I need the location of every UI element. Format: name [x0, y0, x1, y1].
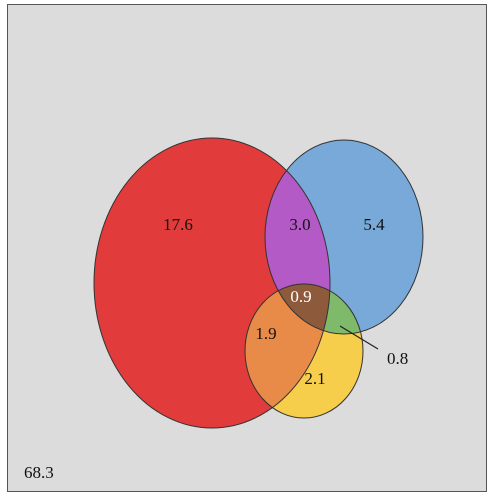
outline-blue [264, 139, 424, 335]
label-red-yellow: 1.9 [255, 324, 276, 343]
label-outside: 68.3 [24, 463, 54, 482]
venn-diagram: 17.6 3.0 5.4 0.9 1.9 2.1 0.8 [93, 137, 424, 429]
label-blue-only: 5.4 [363, 215, 385, 234]
label-red-only: 17.6 [163, 215, 193, 234]
venn-diagram-frame: 17.6 3.0 5.4 0.9 1.9 2.1 0.8 68.3 [7, 4, 487, 492]
intersection-red-yellow [245, 284, 330, 418]
label-red-blue-yellow: 0.9 [290, 287, 311, 306]
label-yellow-only: 2.1 [304, 369, 325, 388]
outline-red [93, 137, 331, 429]
label-red-blue: 3.0 [289, 215, 310, 234]
outline-yellow [244, 283, 364, 419]
leader-line [339, 325, 379, 350]
label-blue-yellow: 0.8 [387, 349, 408, 368]
